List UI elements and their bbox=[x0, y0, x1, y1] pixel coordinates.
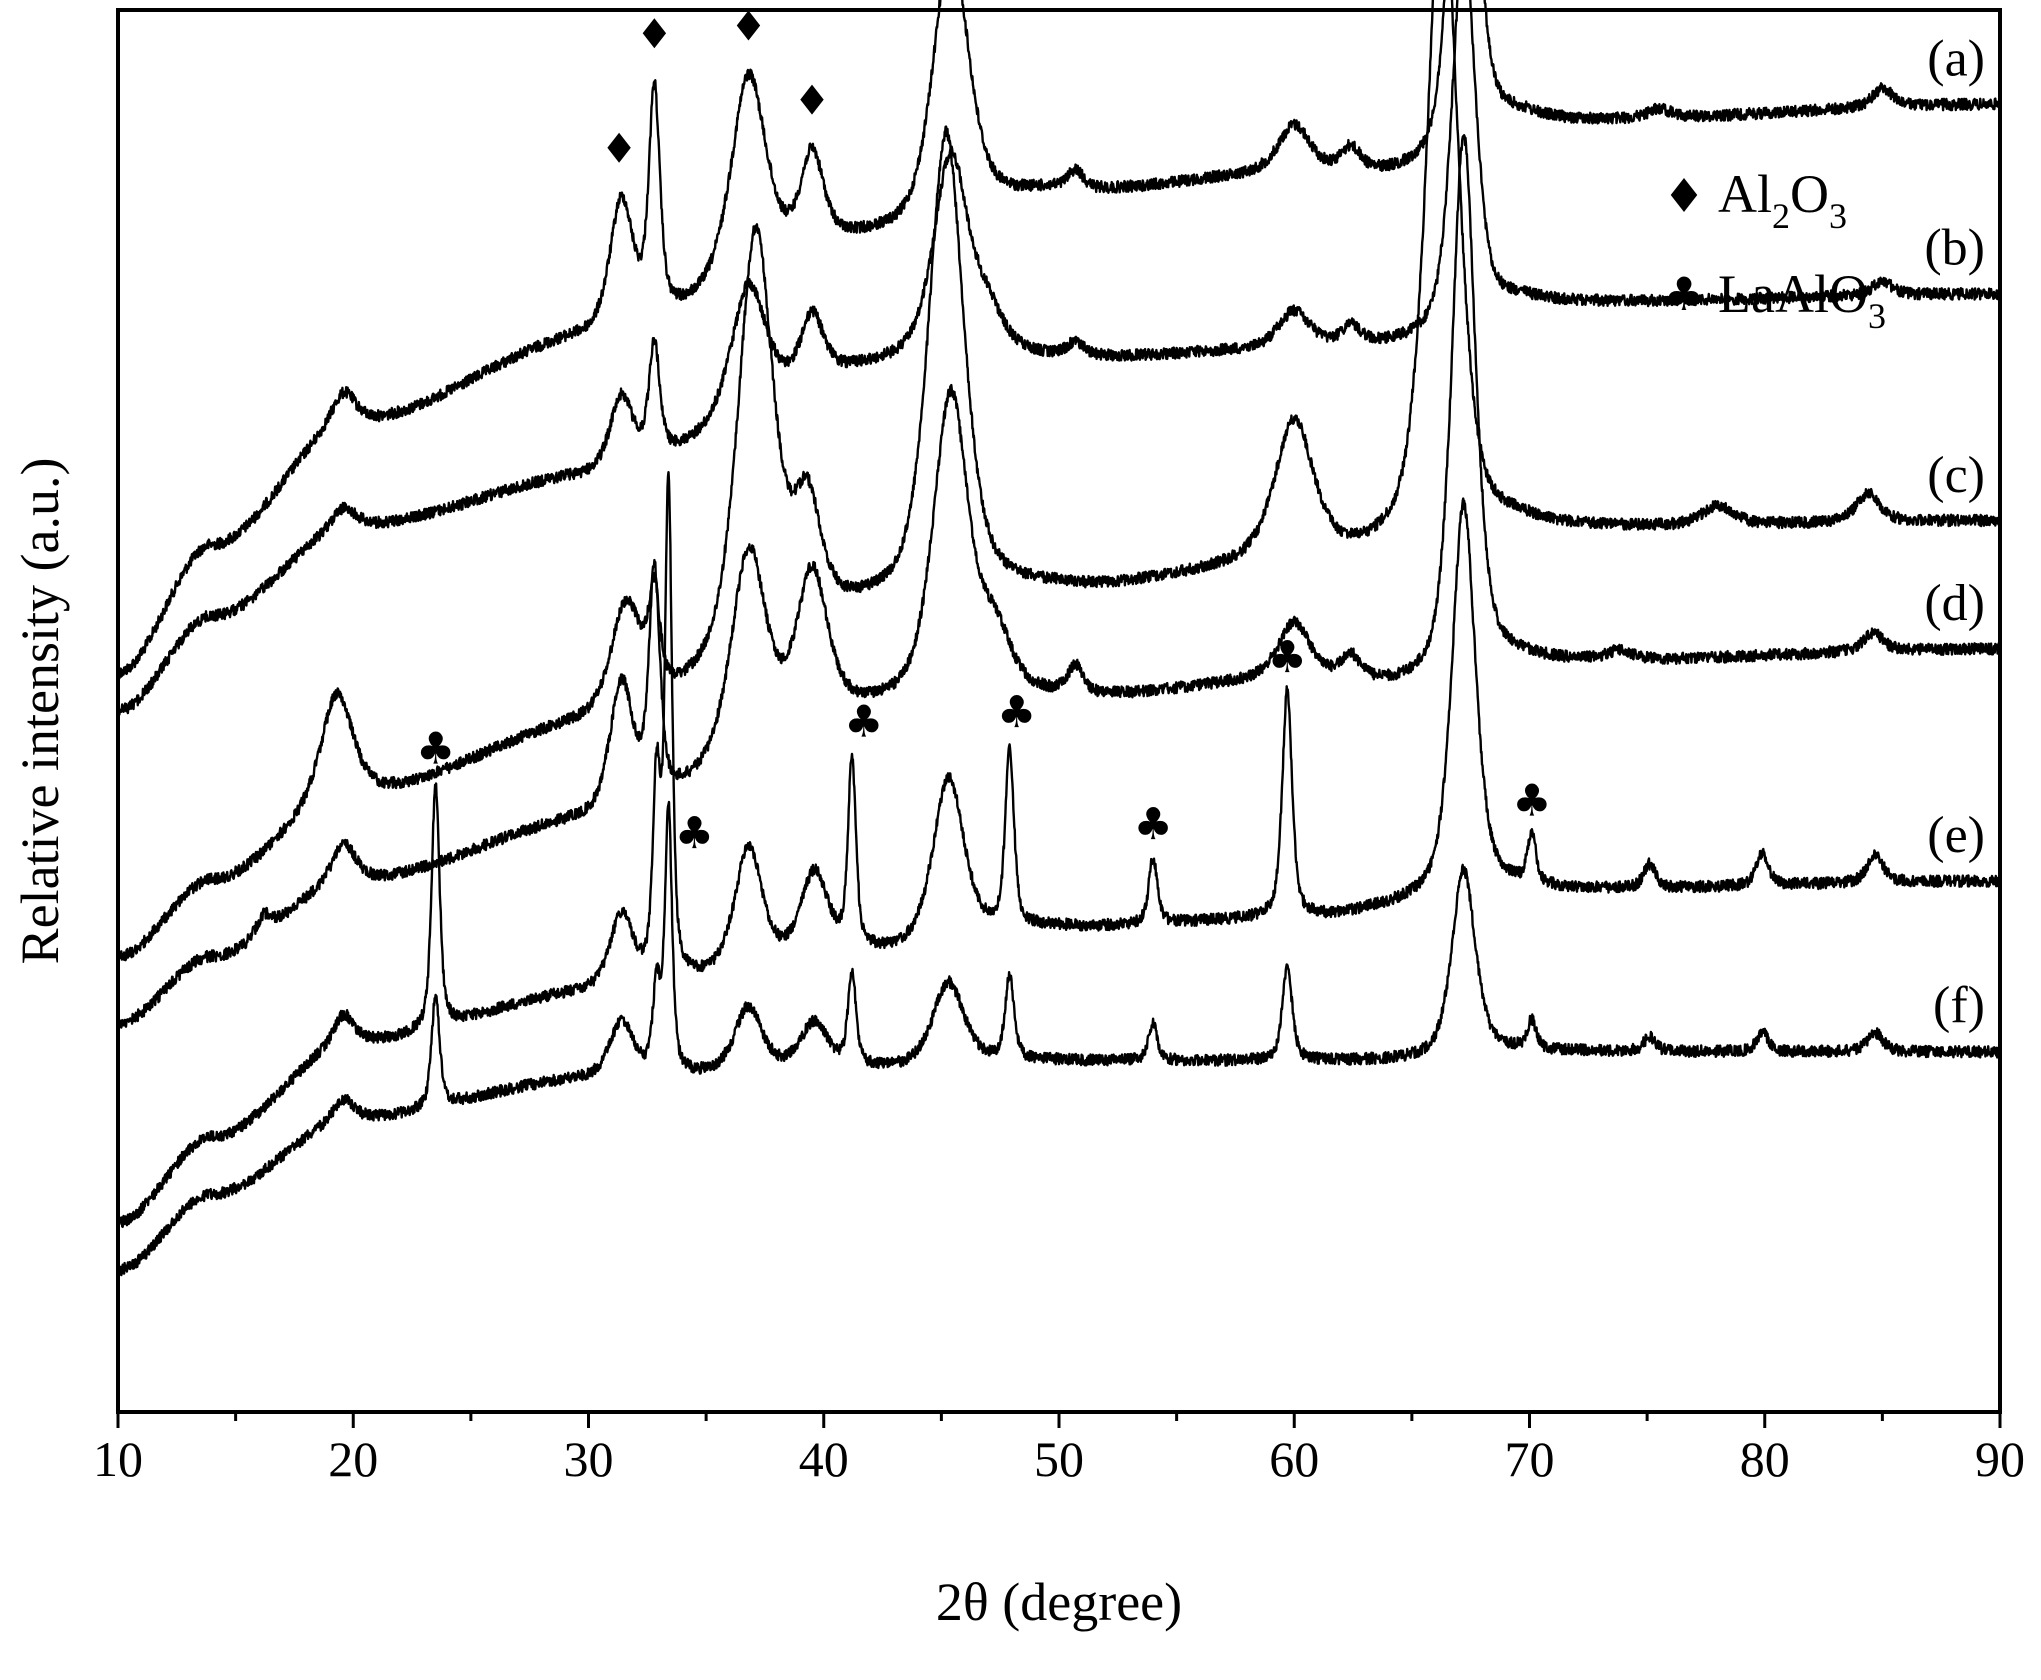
x-axis-ticks bbox=[116, 1412, 2002, 1428]
legend-club-icon: ♣ bbox=[1663, 267, 1704, 321]
series-labels: (a) (b) (c) (d) (e) (f) bbox=[1924, 30, 1985, 1034]
series-layer bbox=[116, 0, 2002, 1277]
al2o3-marker-diamond-icon bbox=[607, 132, 631, 163]
series-label-d: (d) bbox=[1924, 575, 1985, 632]
al2o3-marker-diamond-icon bbox=[642, 18, 667, 49]
series-line-b bbox=[117, 0, 2002, 718]
marker-layer: ♣ ♣ ♣ ♣ ♣ ♣ ♣ bbox=[416, 10, 1552, 859]
series-label-b: (b) bbox=[1924, 220, 1985, 277]
series-line-a bbox=[116, 0, 2002, 680]
laalo3-marker-club-icon: ♣ bbox=[844, 696, 883, 747]
laalo3-marker-club-icon: ♣ bbox=[1512, 775, 1551, 826]
laalo3-marker-club-icon: ♣ bbox=[1267, 632, 1306, 683]
series-label-c: (c) bbox=[1927, 447, 1985, 504]
al2o3-marker-diamond-icon bbox=[736, 10, 761, 41]
laalo3-marker-club-icon: ♣ bbox=[675, 808, 714, 859]
x-tick-label: 30 bbox=[564, 1431, 614, 1487]
laalo3-marker-club-icon: ♣ bbox=[416, 724, 455, 775]
series-line-f bbox=[116, 800, 2002, 1277]
x-axis-tick-labels: 10 20 30 40 50 60 70 80 90 bbox=[93, 1431, 2025, 1487]
x-tick-label: 80 bbox=[1740, 1431, 1790, 1487]
x-tick-label: 10 bbox=[93, 1431, 143, 1487]
series-label-a: (a) bbox=[1927, 30, 1985, 87]
x-tick-label: 20 bbox=[328, 1431, 378, 1487]
x-tick-label: 40 bbox=[799, 1431, 849, 1487]
x-tick-label: 50 bbox=[1034, 1431, 1084, 1487]
series-line-c bbox=[116, 0, 2002, 962]
y-axis-label: Relative intensity (a.u.) bbox=[10, 458, 70, 965]
x-tick-label: 90 bbox=[1975, 1431, 2025, 1487]
x-tick-label: 60 bbox=[1269, 1431, 1319, 1487]
series-label-f: (f) bbox=[1933, 977, 1985, 1034]
series-label-e: (e) bbox=[1927, 807, 1985, 864]
al2o3-marker-diamond-icon bbox=[800, 84, 824, 115]
laalo3-marker-club-icon: ♣ bbox=[1133, 799, 1172, 850]
series-line-e bbox=[116, 471, 2002, 1229]
legend-label-laalo3: LaAlO3 bbox=[1718, 264, 1886, 336]
laalo3-marker-club-icon: ♣ bbox=[997, 687, 1036, 738]
legend-label-al2o3: Al2O3 bbox=[1718, 164, 1847, 236]
legend: Al2O3 ♣ LaAlO3 bbox=[1663, 164, 1886, 336]
x-axis-label: 2θ (degree) bbox=[936, 1572, 1182, 1632]
x-tick-label: 70 bbox=[1505, 1431, 1555, 1487]
legend-diamond-icon bbox=[1670, 178, 1698, 212]
